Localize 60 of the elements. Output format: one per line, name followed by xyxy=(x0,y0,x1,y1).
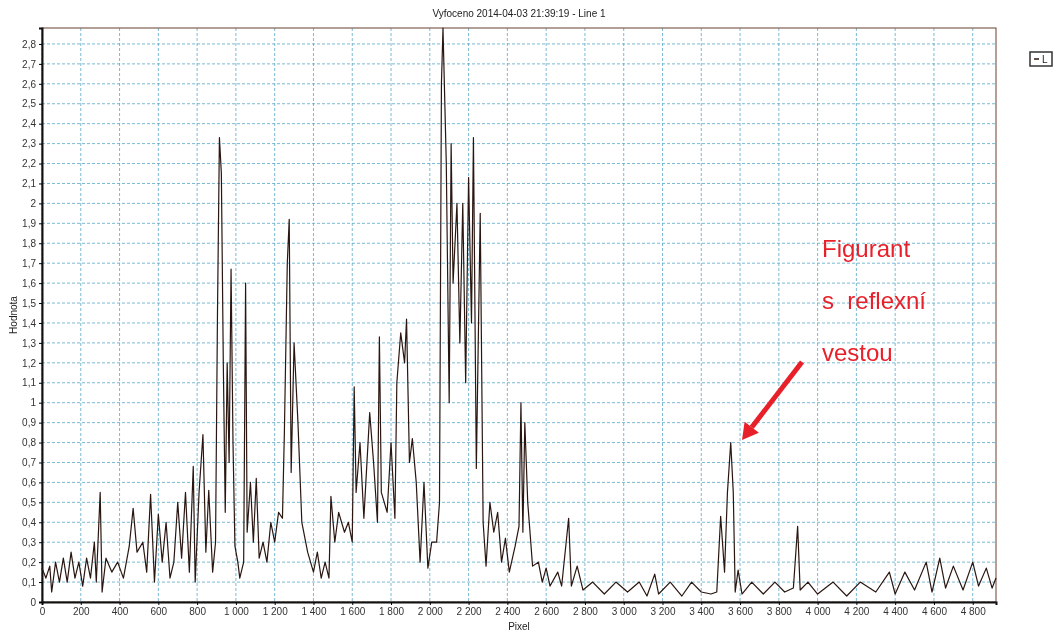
y-tick-label: 0,7 xyxy=(22,457,37,469)
y-tick-label: 1,8 xyxy=(22,237,37,249)
x-tick-label: 3 800 xyxy=(766,606,793,618)
y-axis-title: Hodnota xyxy=(8,295,19,334)
y-tick-label: 2,2 xyxy=(22,158,37,170)
y-tick-label: 1,5 xyxy=(22,297,37,309)
x-tick-label: 4 600 xyxy=(921,606,948,618)
legend-label: L xyxy=(1042,54,1048,65)
x-tick-label: 3 200 xyxy=(650,606,676,618)
y-tick-label: 1,4 xyxy=(22,317,37,329)
y-tick-label: 2,4 xyxy=(22,118,37,130)
y-tick-label: 1,1 xyxy=(22,377,37,389)
y-tick-label: 0,8 xyxy=(22,437,37,449)
y-tick-label: 2 xyxy=(30,198,37,210)
x-tick-label: 4 400 xyxy=(883,606,909,618)
y-tick-label: 1,6 xyxy=(22,277,37,289)
y-tick-label: 0,1 xyxy=(22,576,37,588)
y-tick-label: 2,1 xyxy=(22,178,37,190)
x-tick-label: 3 400 xyxy=(689,606,715,618)
x-tick-label: 1 200 xyxy=(262,606,289,618)
y-tick-label: 2,7 xyxy=(22,58,37,70)
y-tick-label: 0,9 xyxy=(22,417,37,429)
x-tick-label: 200 xyxy=(72,606,91,618)
chart-title: Vyfoceno 2014-04-03 21:39:19 - Line 1 xyxy=(432,8,606,19)
y-tick-label: 0,6 xyxy=(22,477,37,489)
annotation: Figurant s reflexní vestou xyxy=(822,235,927,366)
y-tick-label: 2,3 xyxy=(22,138,37,150)
y-tick-label: 0,5 xyxy=(22,497,37,509)
x-tick-label: 600 xyxy=(150,606,168,618)
y-tick-label: 0,2 xyxy=(22,556,37,568)
y-tick-label: 1,7 xyxy=(22,257,37,269)
x-tick-label: 0 xyxy=(39,606,46,618)
x-tick-label: 2 200 xyxy=(456,606,483,618)
y-tick-label: 2,8 xyxy=(22,38,37,50)
x-tick-label: 1 600 xyxy=(340,606,366,618)
x-tick-label: 2 400 xyxy=(495,606,521,618)
x-axis-title: Pixel xyxy=(508,621,530,632)
x-tick-label: 400 xyxy=(111,606,129,618)
x-tick-label: 4 800 xyxy=(960,606,987,618)
y-tick-label: 0,4 xyxy=(22,516,37,528)
x-tick-label: 2 800 xyxy=(572,606,599,618)
y-tick-label: 1,2 xyxy=(22,357,37,369)
y-tick-label: 1 xyxy=(30,397,37,409)
x-tick-label: 1 000 xyxy=(223,606,250,618)
x-tick-label: 3 600 xyxy=(728,606,754,618)
x-tick-label: 4 000 xyxy=(805,606,832,618)
x-tick-label: 2 600 xyxy=(534,606,560,618)
x-tick-label: 1 400 xyxy=(301,606,327,618)
y-tick-label: 0 xyxy=(30,596,37,608)
y-tick-label: 1,3 xyxy=(22,337,37,349)
y-tick-label: 2,5 xyxy=(22,98,37,110)
y-tick-label: 1,9 xyxy=(22,218,37,230)
y-tick-label: 2,6 xyxy=(22,78,37,90)
x-tick-label: 2 000 xyxy=(417,606,444,618)
x-tick-label: 4 200 xyxy=(844,606,870,618)
line-series xyxy=(41,27,997,597)
x-tick-label: 1 800 xyxy=(379,606,405,618)
y-tick-label: 0,3 xyxy=(22,536,37,548)
x-tick-label: 800 xyxy=(189,606,207,618)
x-tick-label: 3 000 xyxy=(611,606,638,618)
